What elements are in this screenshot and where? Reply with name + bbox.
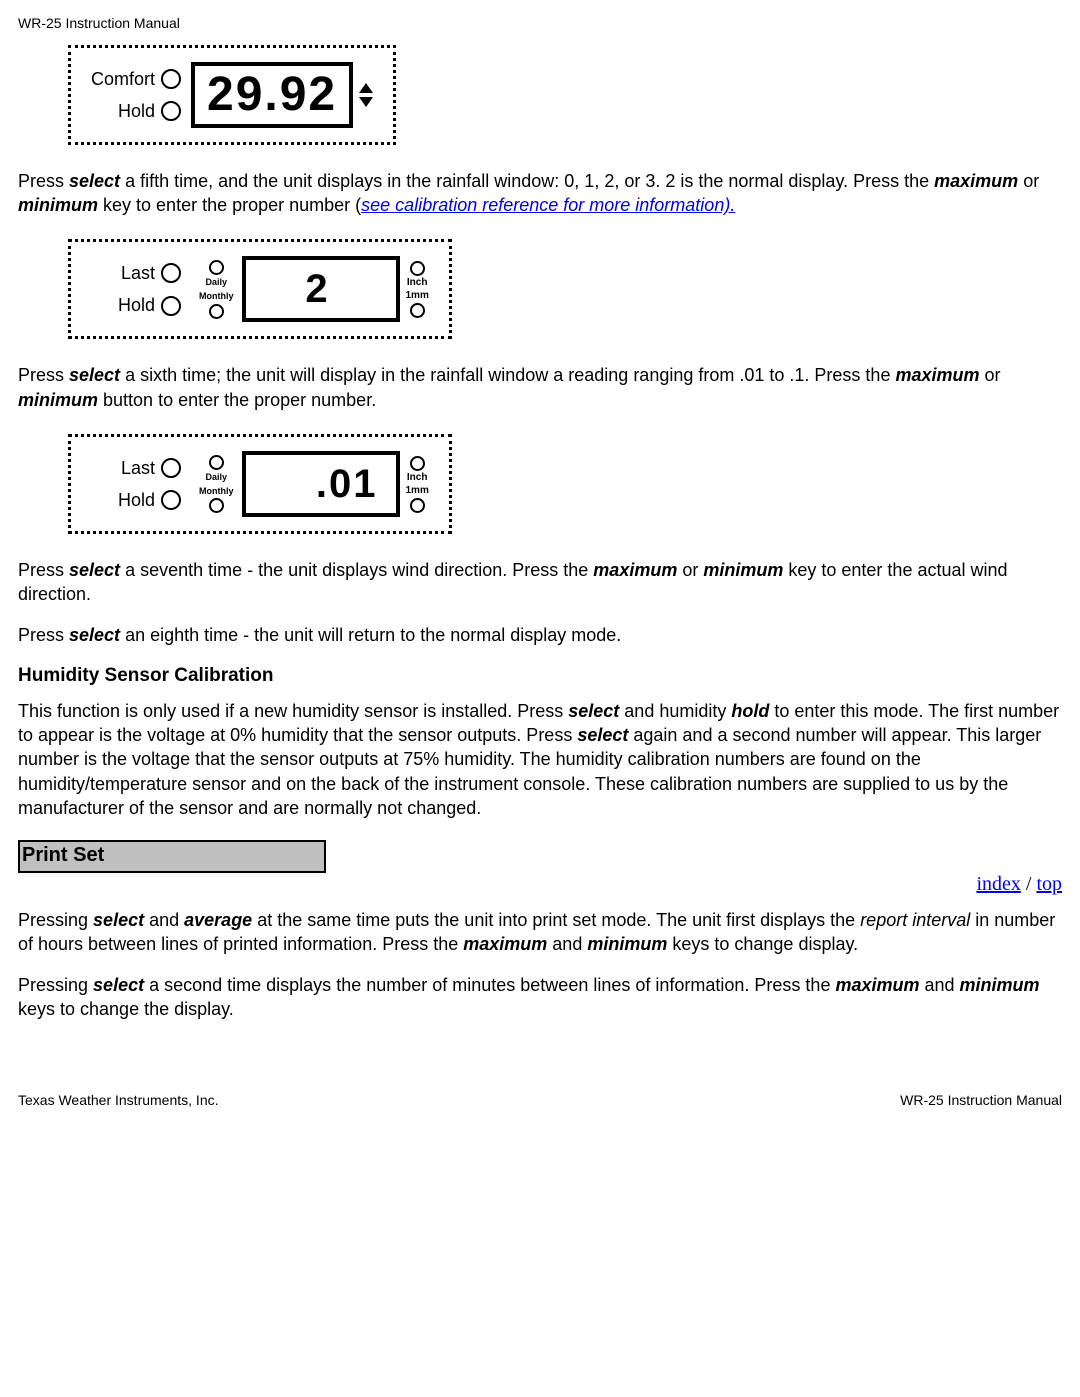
paragraph: Pressing select a second time displays t… bbox=[18, 973, 1062, 1022]
indicator-circle bbox=[410, 303, 425, 318]
minimum-keyword: minimum bbox=[703, 560, 783, 580]
indicator-circle bbox=[209, 498, 224, 513]
hold-keyword: hold bbox=[731, 701, 769, 721]
daily-label: Daily bbox=[205, 471, 227, 483]
indicator-circle bbox=[410, 456, 425, 471]
maximum-keyword: maximum bbox=[934, 171, 1018, 191]
maximum-keyword: maximum bbox=[895, 365, 979, 385]
select-keyword: select bbox=[93, 975, 144, 995]
last-label: Last bbox=[91, 456, 155, 480]
indicator-circle bbox=[209, 304, 224, 319]
monthly-label: Monthly bbox=[199, 290, 234, 302]
index-link[interactable]: index bbox=[976, 873, 1020, 895]
minimum-keyword: minimum bbox=[960, 975, 1040, 995]
select-keyword: select bbox=[568, 701, 619, 721]
select-keyword: select bbox=[69, 171, 120, 191]
display-value: .01 bbox=[242, 451, 400, 517]
minimum-keyword: minimum bbox=[18, 390, 98, 410]
minimum-keyword: minimum bbox=[18, 195, 98, 215]
paragraph: Press select a fifth time, and the unit … bbox=[18, 169, 1062, 218]
indicator-circle bbox=[410, 261, 425, 276]
maximum-keyword: maximum bbox=[593, 560, 677, 580]
comfort-label: Comfort bbox=[91, 67, 155, 91]
top-link[interactable]: top bbox=[1036, 873, 1062, 895]
report-interval-term: report interval bbox=[860, 910, 970, 930]
select-keyword: select bbox=[69, 560, 120, 580]
indicator-circle bbox=[161, 490, 181, 510]
up-arrow-icon bbox=[359, 83, 373, 93]
print-set-section: Print Set bbox=[18, 840, 326, 873]
paragraph: This function is only used if a new humi… bbox=[18, 699, 1062, 820]
select-keyword: select bbox=[69, 365, 120, 385]
hold-label: Hold bbox=[91, 99, 155, 123]
footer-company: Texas Weather Instruments, Inc. bbox=[18, 1091, 219, 1110]
maximum-keyword: maximum bbox=[463, 934, 547, 954]
paragraph: Press select an eighth time - the unit w… bbox=[18, 623, 1062, 647]
daily-label: Daily bbox=[205, 276, 227, 288]
indicator-circle bbox=[161, 296, 181, 316]
indicator-circle bbox=[161, 69, 181, 89]
mm-label: 1mm bbox=[406, 289, 429, 303]
paragraph: Pressing select and average at the same … bbox=[18, 908, 1062, 957]
page-header: WR-25 Instruction Manual bbox=[18, 14, 1062, 33]
lcd-panel-rainfall-value: Last Hold Daily Monthly .01 Inch 1mm bbox=[68, 434, 452, 534]
select-keyword: select bbox=[577, 725, 628, 745]
monthly-label: Monthly bbox=[199, 485, 234, 497]
lcd-panel-rainfall-mode: Last Hold Daily Monthly 2 Inch 1mm bbox=[68, 239, 452, 339]
indicator-circle bbox=[209, 260, 224, 275]
humidity-heading: Humidity Sensor Calibration bbox=[18, 663, 1062, 689]
paragraph: Press select a seventh time - the unit d… bbox=[18, 558, 1062, 607]
inch-label: Inch bbox=[407, 471, 428, 485]
calibration-reference-link[interactable]: see calibration reference for more infor… bbox=[361, 195, 735, 215]
footer-title: WR-25 Instruction Manual bbox=[900, 1091, 1062, 1110]
indicator-circle bbox=[161, 101, 181, 121]
lcd-panel-pressure: Comfort Hold 29.92 bbox=[68, 45, 396, 145]
hold-label: Hold bbox=[91, 293, 155, 317]
select-keyword: select bbox=[69, 625, 120, 645]
minimum-keyword: minimum bbox=[587, 934, 667, 954]
hold-label: Hold bbox=[91, 488, 155, 512]
indicator-circle bbox=[410, 498, 425, 513]
average-keyword: average bbox=[184, 910, 252, 930]
indicator-circle bbox=[161, 458, 181, 478]
nav-links: index / top bbox=[18, 871, 1062, 898]
display-value: 2 bbox=[242, 256, 400, 322]
inch-label: Inch bbox=[407, 276, 428, 290]
mm-label: 1mm bbox=[406, 484, 429, 498]
last-label: Last bbox=[91, 261, 155, 285]
paragraph: Press select a sixth time; the unit will… bbox=[18, 363, 1062, 412]
display-value: 29.92 bbox=[191, 62, 353, 128]
indicator-circle bbox=[209, 455, 224, 470]
down-arrow-icon bbox=[359, 97, 373, 107]
select-keyword: select bbox=[93, 910, 144, 930]
indicator-circle bbox=[161, 263, 181, 283]
maximum-keyword: maximum bbox=[835, 975, 919, 995]
